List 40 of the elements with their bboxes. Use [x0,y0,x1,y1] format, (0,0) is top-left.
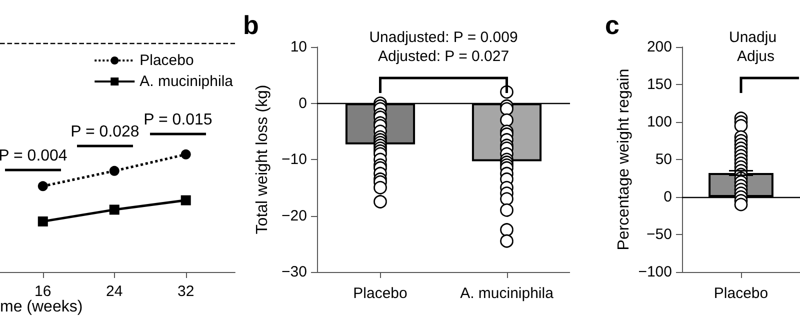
y-tick-label: −50 [646,226,672,243]
chart-title: b [243,10,259,40]
annotation: Adjusted: P = 0.027 [378,48,510,65]
x-tick-label: A. muciniphila [460,285,554,302]
x-tick-label: 24 [106,283,123,300]
text: P = 0.015 [144,112,212,128]
x-axis-title: me (weeks) [0,298,83,316]
point [180,195,191,206]
text: Unadjusted: P = 0.009 [369,29,518,46]
legend-label: Placebo [140,52,194,69]
point [734,198,748,212]
y-tick-label: −30 [282,264,307,280]
x-tick-label: Placebo [714,285,768,302]
x-tick-label: 32 [178,283,194,300]
legend-label: A. muciniphila [140,73,234,90]
x-tick-label: Placebo [353,285,408,302]
y-tick-label: −100 [638,264,672,280]
y-tick-label: 0 [664,188,672,206]
x-tick-label: 16 [34,283,52,300]
annotation: Adjus [737,48,775,65]
y-tick-label: 200 [646,38,672,56]
y-axis-title: Total weight loss (kg) [254,84,272,234]
y-tick-label: −20 [282,207,307,224]
point [109,166,120,176]
point [180,149,191,160]
text: Unadju [729,29,777,46]
y-tick-label: −10 [282,151,307,168]
point [38,216,48,226]
y-tick-label: 150 [646,76,672,93]
y-axis-title: Percentage weight regain [616,68,632,250]
y-tick-label: 10 [290,38,307,56]
chart-title: c [605,10,620,40]
annotation: P = 0.004 [0,148,68,164]
y-tick-label: 100 [646,114,672,130]
y-tick-label: 50 [655,151,672,168]
point [734,119,748,132]
text: P = 0.028 [70,124,140,140]
point [38,181,48,192]
y-tick-label: 0 [298,94,307,112]
point [109,204,120,215]
